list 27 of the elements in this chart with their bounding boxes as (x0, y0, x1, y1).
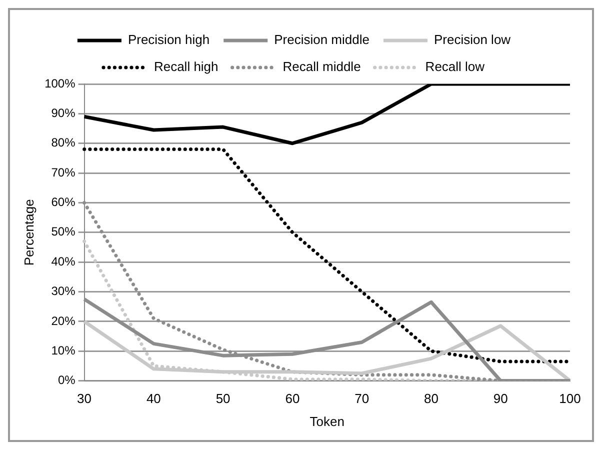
x-tick-label: 100 (559, 391, 581, 406)
y-tick-label: 70% (51, 165, 76, 180)
x-tick-label: 90 (493, 391, 508, 406)
y-tick-label: 30% (51, 284, 76, 298)
x-tick-label: 40 (146, 391, 161, 406)
legend-label: Precision high (128, 32, 210, 48)
y-tick-label: 0% (58, 373, 76, 388)
x-axis-title: Token (310, 414, 344, 429)
y-tick-label: 50% (51, 224, 76, 239)
x-tick-label: 80 (424, 391, 438, 406)
y-tick-label: 80% (51, 136, 76, 150)
x-tick-label: 30 (77, 391, 92, 406)
y-tick-label: 90% (51, 106, 76, 120)
y-tick-label: 40% (51, 254, 76, 268)
legend-label: Recall low (425, 59, 486, 74)
legend-label: Precision low (434, 32, 512, 48)
x-tick-label: 60 (285, 391, 300, 406)
y-tick-label: 20% (51, 314, 76, 328)
y-axis-title: Percentage (21, 199, 36, 266)
legend-label: Precision middle (274, 32, 370, 48)
legend-label: Recall high (154, 59, 218, 74)
y-tick-label: 100% (44, 76, 76, 90)
y-tick-label: 60% (51, 195, 76, 210)
x-tick-label: 70 (354, 391, 370, 406)
legend-label: Recall middle (282, 59, 361, 74)
y-tick-label: 10% (51, 343, 76, 358)
x-tick-label: 50 (216, 391, 230, 406)
